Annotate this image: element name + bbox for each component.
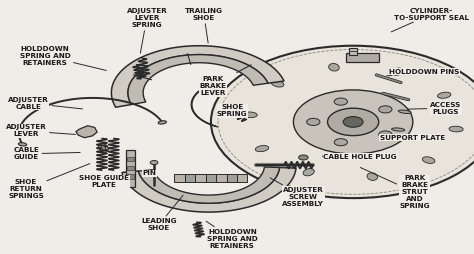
Circle shape — [334, 139, 347, 146]
Bar — [174, 174, 185, 182]
Polygon shape — [128, 55, 268, 104]
Circle shape — [379, 131, 392, 138]
Bar — [349, 48, 357, 55]
Ellipse shape — [392, 128, 405, 131]
Text: LEADING
SHOE: LEADING SHOE — [141, 195, 183, 231]
Text: ADJUSTER
CABLE: ADJUSTER CABLE — [8, 97, 82, 109]
Text: CYLINDER-
TO-SUPPORT SEAL: CYLINDER- TO-SUPPORT SEAL — [391, 8, 469, 32]
Ellipse shape — [101, 146, 106, 150]
Text: HOLDDOWN
SPRING AND
RETAINERS: HOLDDOWN SPRING AND RETAINERS — [206, 221, 258, 249]
Bar — [127, 157, 134, 161]
Text: CABLE
GUIDE: CABLE GUIDE — [13, 147, 80, 160]
Ellipse shape — [18, 143, 27, 146]
Text: ACCESS
PLUGS: ACCESS PLUGS — [408, 102, 461, 115]
Polygon shape — [122, 167, 296, 212]
Bar — [127, 174, 134, 179]
Circle shape — [293, 90, 413, 154]
Ellipse shape — [255, 146, 269, 152]
Circle shape — [211, 46, 474, 198]
Text: SHOE
SPRING: SHOE SPRING — [217, 104, 247, 117]
Ellipse shape — [158, 121, 166, 124]
Ellipse shape — [303, 169, 314, 176]
Circle shape — [307, 118, 320, 125]
Ellipse shape — [367, 173, 378, 180]
Text: SUPPORT PLATE: SUPPORT PLATE — [379, 135, 445, 141]
Circle shape — [334, 98, 347, 105]
Circle shape — [343, 117, 363, 127]
Text: CABLE HOLE PLUG: CABLE HOLE PLUG — [322, 154, 397, 160]
Circle shape — [328, 108, 379, 136]
Polygon shape — [76, 126, 97, 138]
Ellipse shape — [243, 112, 257, 118]
Bar — [195, 174, 206, 182]
Bar — [346, 53, 379, 62]
Text: TRAILING
SHOE: TRAILING SHOE — [185, 8, 223, 43]
Ellipse shape — [449, 126, 463, 132]
Bar — [227, 174, 237, 182]
Polygon shape — [138, 167, 280, 203]
Bar — [216, 174, 227, 182]
Bar — [206, 174, 216, 182]
Bar — [237, 174, 247, 182]
Ellipse shape — [422, 157, 435, 163]
Ellipse shape — [98, 144, 109, 152]
Text: PARK
BRAKE
STRUT
AND
SPRING: PARK BRAKE STRUT AND SPRING — [360, 168, 430, 209]
Text: HOLDDOWN PINS: HOLDDOWN PINS — [387, 69, 459, 76]
Bar — [185, 174, 195, 182]
Text: SHOE
RETURN
SPRINGS: SHOE RETURN SPRINGS — [8, 164, 90, 199]
Text: ADJUSTER
SCREW
ASSEMBLY: ADJUSTER SCREW ASSEMBLY — [270, 178, 324, 207]
Ellipse shape — [438, 92, 451, 98]
Circle shape — [379, 106, 392, 113]
Text: PARK
BRAKE
LEVER: PARK BRAKE LEVER — [200, 76, 227, 96]
Polygon shape — [191, 82, 223, 127]
Ellipse shape — [271, 81, 284, 87]
Text: HOLDDOWN
SPRING AND
RETAINERS: HOLDDOWN SPRING AND RETAINERS — [19, 46, 106, 70]
Polygon shape — [111, 46, 284, 107]
Ellipse shape — [398, 110, 411, 114]
Text: PIN: PIN — [142, 170, 156, 177]
Bar — [126, 150, 135, 187]
Ellipse shape — [392, 68, 403, 75]
Text: ADJUSTER
LEVER
SPRING: ADJUSTER LEVER SPRING — [127, 8, 167, 53]
Circle shape — [299, 155, 308, 160]
Circle shape — [150, 161, 158, 165]
Text: ADJUSTER
LEVER: ADJUSTER LEVER — [6, 124, 75, 137]
Text: SHOE GUIDE
PLATE: SHOE GUIDE PLATE — [79, 175, 129, 188]
Ellipse shape — [328, 64, 339, 71]
Bar — [127, 166, 134, 170]
